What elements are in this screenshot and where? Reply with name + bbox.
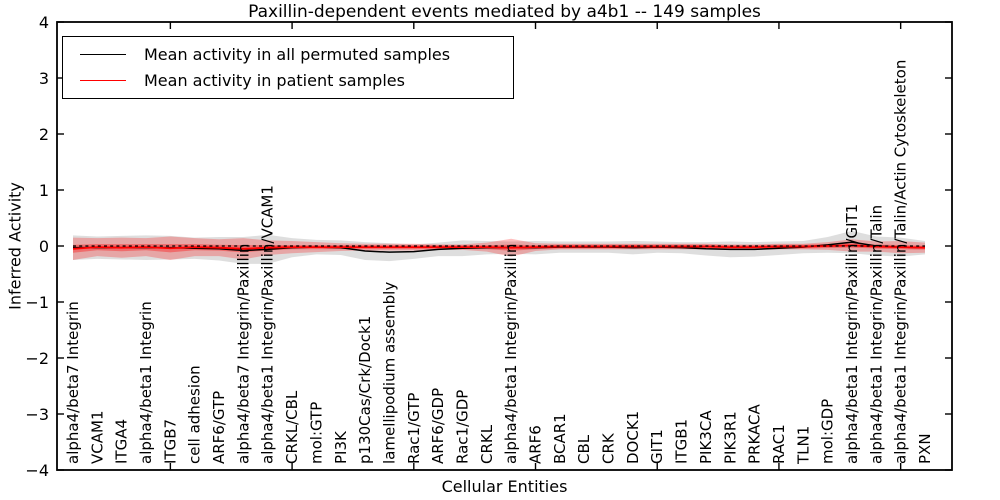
x-category-label: alpha4/beta7 Integrin [64,301,82,464]
x-category-label: PRKACA [746,403,764,464]
x-category-label: alpha4/beta1 Integrin/Paxillin/VCAM1 [259,185,277,464]
x-category-label: CRKL [478,424,496,464]
x-category-label: PI3K [332,430,350,464]
y-tick-label: −1 [25,293,49,312]
x-category-label: alpha4/beta1 Integrin/Paxillin/Talin/Act… [892,60,910,464]
legend-entry-patient: Mean activity in patient samples [63,67,513,93]
x-category-label: ITGA4 [113,419,131,464]
x-category-label: ARF6 [527,425,545,464]
x-category-label: PIK3R1 [721,411,739,464]
x-category-label: mol:GTP [307,402,325,464]
y-tick-label: 2 [39,125,49,144]
x-category-label: CRKL/CBL [283,390,301,464]
x-category-label: ITGB1 [673,419,691,464]
x-category-label: GIT1 [648,429,666,464]
x-category-label: Rac1/GTP [405,393,423,464]
legend-label-patient: Mean activity in patient samples [144,70,405,90]
y-tick-label: −2 [25,349,49,368]
chart-title: Paxillin-dependent events mediated by a4… [248,2,761,22]
legend: Mean activity in all permuted samples Me… [62,36,514,99]
permuted-line-swatch [80,53,126,55]
x-category-label: lamellipodium assembly [380,282,398,464]
x-category-label: ARF6/GTP [210,391,228,464]
y-tick-label: −3 [25,405,49,424]
x-category-label: alpha4/beta1 Integrin [137,301,155,464]
x-axis-label: Cellular Entities [441,477,568,496]
x-category-label: CRK [600,432,618,464]
x-category-label: BCAR1 [551,413,569,464]
x-category-label: alpha4/beta1 Integrin/Paxillin/Talin [867,205,885,464]
x-category-label: VCAM1 [88,411,106,464]
x-category-label: TLN1 [794,426,812,465]
x-category-label: alpha4/beta1 Integrin/Paxillin/GIT1 [843,204,861,464]
x-category-label: CBL [575,434,593,464]
mean-line-patient [72,244,926,250]
x-category-label: ITGB7 [161,419,179,464]
y-tick-label: −4 [25,461,49,480]
y-axis-label: Inferred Activity [5,182,25,310]
x-category-label: cell adhesion [186,365,204,464]
x-category-label: DOCK1 [624,411,642,464]
x-category-label: PXN [916,433,934,464]
legend-entry-permuted: Mean activity in all permuted samples [63,41,513,67]
x-category-label: ARF6/GDP [429,388,447,464]
x-category-label: mol:GDP [819,399,837,464]
y-tick-label: 1 [39,181,49,200]
y-tick-label: 3 [39,69,49,88]
x-category-label: Rac1/GDP [453,390,471,464]
y-tick-label: 0 [39,237,49,256]
y-tick-label: 4 [39,13,49,32]
x-category-label: alpha4/beta1 Integrin/Paxillin [502,244,520,464]
x-category-label: alpha4/beta7 Integrin/Paxillin [234,244,252,464]
x-category-label: RAC1 [770,424,788,464]
legend-label-permuted: Mean activity in all permuted samples [144,44,451,64]
x-category-label: p130Cas/Crk/Dock1 [356,316,374,464]
x-category-label: PIK3CA [697,410,715,464]
patient-line-swatch [80,79,126,81]
